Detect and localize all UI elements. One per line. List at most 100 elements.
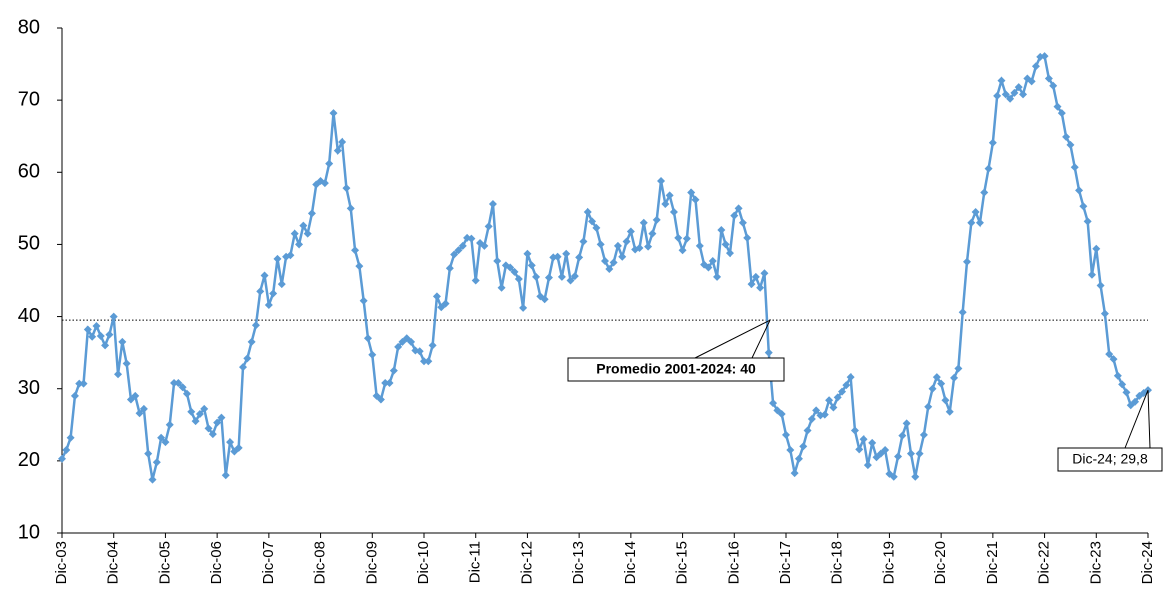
data-point	[467, 234, 476, 243]
data-point	[256, 287, 265, 296]
data-point	[971, 207, 980, 216]
data-point	[1062, 132, 1071, 141]
x-tick-label: Dic-21	[984, 541, 1001, 584]
data-point	[148, 475, 157, 484]
data-point	[178, 383, 187, 392]
data-point	[376, 395, 385, 404]
data-point	[1066, 140, 1075, 149]
data-point	[1079, 202, 1088, 211]
data-point	[247, 337, 256, 346]
last-point-label: Dic-24; 29,8	[1072, 451, 1148, 467]
data-point	[859, 435, 868, 444]
data-point	[101, 341, 110, 350]
data-point	[424, 357, 433, 366]
data-point	[351, 246, 360, 255]
data-point	[174, 378, 183, 387]
data-point	[217, 413, 226, 422]
data-point	[260, 271, 269, 280]
data-point	[906, 449, 915, 458]
data-point	[1070, 163, 1079, 172]
data-point	[721, 240, 730, 249]
data-point	[282, 252, 291, 261]
data-point	[838, 387, 847, 396]
data-point	[881, 446, 890, 455]
data-point	[842, 381, 851, 390]
y-tick-label: 40	[18, 305, 40, 327]
leader-line	[1124, 389, 1151, 449]
data-point	[570, 272, 579, 281]
data-point	[368, 350, 377, 359]
data-point	[441, 299, 450, 308]
data-point	[807, 415, 816, 424]
data-point	[290, 229, 299, 238]
data-point	[381, 378, 390, 387]
data-point	[109, 312, 118, 321]
data-point	[161, 438, 170, 447]
data-point	[488, 200, 497, 209]
data-point	[665, 191, 674, 200]
data-point	[226, 438, 235, 447]
data-point	[605, 264, 614, 273]
data-point	[428, 341, 437, 350]
data-point	[195, 409, 204, 418]
data-point	[958, 308, 967, 317]
data-point	[1118, 380, 1127, 389]
data-point	[407, 337, 416, 346]
data-point	[182, 389, 191, 398]
data-point	[1096, 281, 1105, 290]
data-point	[1044, 74, 1053, 83]
data-point	[187, 407, 196, 416]
data-point	[678, 246, 687, 255]
data-point	[191, 417, 200, 426]
data-point	[941, 396, 950, 405]
data-point	[829, 403, 838, 412]
data-point	[493, 257, 502, 266]
data-point	[58, 454, 66, 463]
data-point	[945, 407, 954, 416]
data-point	[514, 275, 523, 284]
x-tick-label: Dic-07	[260, 541, 277, 584]
data-point	[894, 452, 903, 461]
data-point	[751, 272, 760, 281]
data-point	[596, 240, 605, 249]
data-point	[868, 438, 877, 447]
data-point	[79, 379, 88, 388]
data-point	[553, 252, 562, 261]
data-point	[118, 337, 127, 346]
x-tick-label: Dic-13	[570, 541, 587, 584]
data-point	[269, 289, 278, 298]
data-point	[200, 404, 209, 413]
data-point	[635, 244, 644, 253]
x-tick-label: Dic-15	[674, 541, 691, 584]
data-point	[855, 445, 864, 454]
data-point	[1113, 371, 1122, 380]
data-point	[204, 424, 213, 433]
data-point	[519, 303, 528, 312]
data-point	[1131, 397, 1140, 406]
data-point	[583, 207, 592, 216]
data-point	[135, 409, 144, 418]
data-point	[782, 430, 790, 439]
data-point	[850, 426, 859, 435]
data-point	[575, 253, 584, 262]
data-point	[967, 218, 976, 227]
x-tick-label: Dic-17	[777, 541, 794, 584]
data-point	[239, 363, 247, 372]
data-point	[96, 332, 105, 341]
data-point	[626, 227, 635, 236]
data-point	[777, 409, 786, 418]
data-point	[307, 209, 316, 218]
data-point	[919, 430, 928, 439]
data-point	[756, 283, 765, 292]
data-point	[355, 262, 364, 271]
data-point	[385, 378, 394, 387]
data-point	[1010, 88, 1019, 97]
leader-line	[694, 319, 772, 359]
x-tick-label: Dic-12	[518, 541, 535, 584]
data-point	[975, 218, 984, 227]
data-point	[1105, 350, 1114, 359]
data-point	[114, 370, 123, 379]
data-point	[122, 359, 131, 368]
data-point	[661, 200, 670, 209]
